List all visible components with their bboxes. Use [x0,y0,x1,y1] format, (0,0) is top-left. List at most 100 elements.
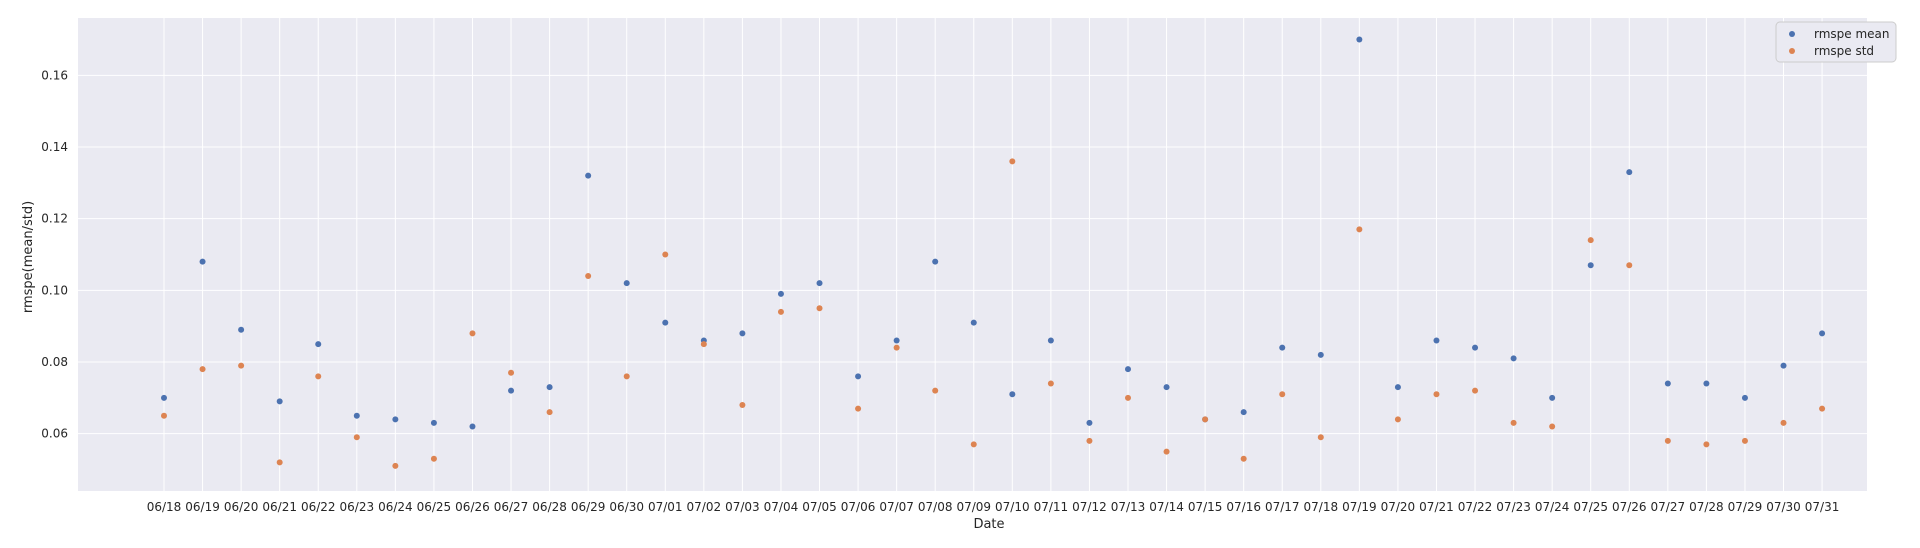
rmspe-mean-point [1163,384,1170,391]
x-tick-label: 06/29 [571,500,606,514]
rmspe-std-point [238,362,245,369]
x-tick-label: 07/11 [1034,500,1069,514]
y-tick-label: 0.16 [41,68,68,82]
x-axis-ticks: 06/18 06/19 06/20 06/21 06/22 06/23 06/24 06/25… [147,500,1840,514]
x-tick-label: 07/24 [1535,500,1570,514]
x-tick-label: 07/29 [1728,500,1763,514]
rmspe-mean-point [1086,419,1093,426]
plot-area [78,18,1867,491]
rmspe-std-point [1009,158,1016,165]
x-tick-label: 06/25 [417,500,452,514]
rmspe-mean-point [932,258,939,265]
rmspe-std-point [1664,437,1671,444]
rmspe-mean-point [816,280,823,287]
rmspe-std-point [469,330,476,337]
x-tick-label: 06/30 [609,500,644,514]
x-tick-label: 07/14 [1149,500,1184,514]
rmspe-mean-point [1047,337,1054,344]
rmspe-std-point [1279,391,1286,398]
rmspe-std-point [1317,434,1324,441]
legend-box [1775,21,1897,63]
x-tick-label: 07/15 [1188,500,1223,514]
rmspe-std-point [430,455,437,462]
rmspe-mean-point [1819,330,1826,337]
legend: rmspe mean rmspe std [1775,21,1897,63]
rmspe-std-point [1163,448,1170,455]
x-tick-label: 06/22 [301,500,336,514]
x-tick-label: 07/20 [1381,500,1416,514]
legend-label-rmspe-std: rmspe std [1814,44,1874,58]
x-tick-label: 06/27 [494,500,529,514]
x-tick-label: 07/06 [841,500,876,514]
rmspe-std-point [1433,391,1440,398]
rmspe-std-point [1549,423,1556,430]
rmspe-mean-point [893,337,900,344]
rmspe-std-point [816,305,823,312]
rmspe-mean-point [1741,394,1748,401]
rmspe-mean-point [1664,380,1671,387]
x-tick-label: 07/18 [1304,500,1339,514]
rmspe-mean-point [1626,169,1633,176]
rmspe-std-point [353,434,360,441]
x-tick-label: 07/13 [1111,500,1146,514]
legend-label-rmspe-mean: rmspe mean [1814,27,1890,41]
x-tick-label: 07/16 [1226,500,1261,514]
rmspe-mean-point [623,280,630,287]
rmspe-mean-point [1703,380,1710,387]
x-tick-label: 06/26 [455,500,490,514]
x-tick-label: 06/18 [147,500,182,514]
rmspe-std-point [777,308,784,315]
rmspe-std-point [392,462,399,469]
x-tick-label: 06/28 [532,500,567,514]
rmspe-std-point [700,341,707,348]
rmspe-mean-point [1780,362,1787,369]
data-points [161,36,1826,469]
x-tick-label: 07/19 [1342,500,1377,514]
rmspe-mean-point [469,423,476,430]
x-tick-label: 07/03 [725,500,760,514]
rmspe-mean-point [1510,355,1517,362]
rmspe-mean-point [315,341,322,348]
x-tick-label: 07/22 [1458,500,1493,514]
x-axis-title: Date [973,517,1004,532]
rmspe-std-point [855,405,862,412]
rmspe-mean-point [1279,344,1286,351]
rmspe-std-point [1047,380,1054,387]
rmspe-std-point [1741,437,1748,444]
rmspe-mean-point [1009,391,1016,398]
rmspe-mean-point [1472,344,1479,351]
x-tick-label: 07/21 [1419,500,1454,514]
y-axis-title: rmspe(mean/std) [21,201,36,313]
x-tick-label: 07/04 [764,500,799,514]
rmspe-std-point [276,459,283,466]
rmspe-mean-point [1125,366,1131,373]
x-tick-label: 07/01 [648,500,683,514]
rmspe-mean-point [546,384,553,391]
x-tick-label: 07/25 [1573,500,1608,514]
x-tick-label: 07/07 [879,500,914,514]
rmspe-std-point [932,387,939,394]
rmspe-mean-point [1394,384,1401,391]
rmspe-mean-point [585,172,592,179]
rmspe-std-point [1703,441,1710,448]
rmspe-std-point [1472,387,1479,394]
rmspe-mean-point [392,416,399,423]
rmspe-mean-point [777,290,784,297]
rmspe-std-point [1086,437,1093,444]
grid-lines [78,18,1867,491]
rmspe-std-point [1510,419,1517,426]
rmspe-std-point [1356,226,1363,233]
x-tick-label: 07/09 [956,500,991,514]
x-tick-label: 07/26 [1612,500,1647,514]
x-tick-label: 06/19 [185,500,220,514]
x-tick-label: 07/05 [802,500,837,514]
x-tick-label: 06/23 [340,500,375,514]
rmspe-mean-point [1549,394,1556,401]
rmspe-mean-point [276,398,283,405]
y-axis-ticks: 0.06 0.08 0.10 0.12 0.14 0.16 [41,68,68,440]
rmspe-mean-point [739,330,746,337]
x-tick-label: 07/23 [1496,500,1531,514]
rmspe-std-point [546,409,553,416]
rmspe-std-point [1780,419,1787,426]
rmspe-mean-point [1587,262,1594,269]
